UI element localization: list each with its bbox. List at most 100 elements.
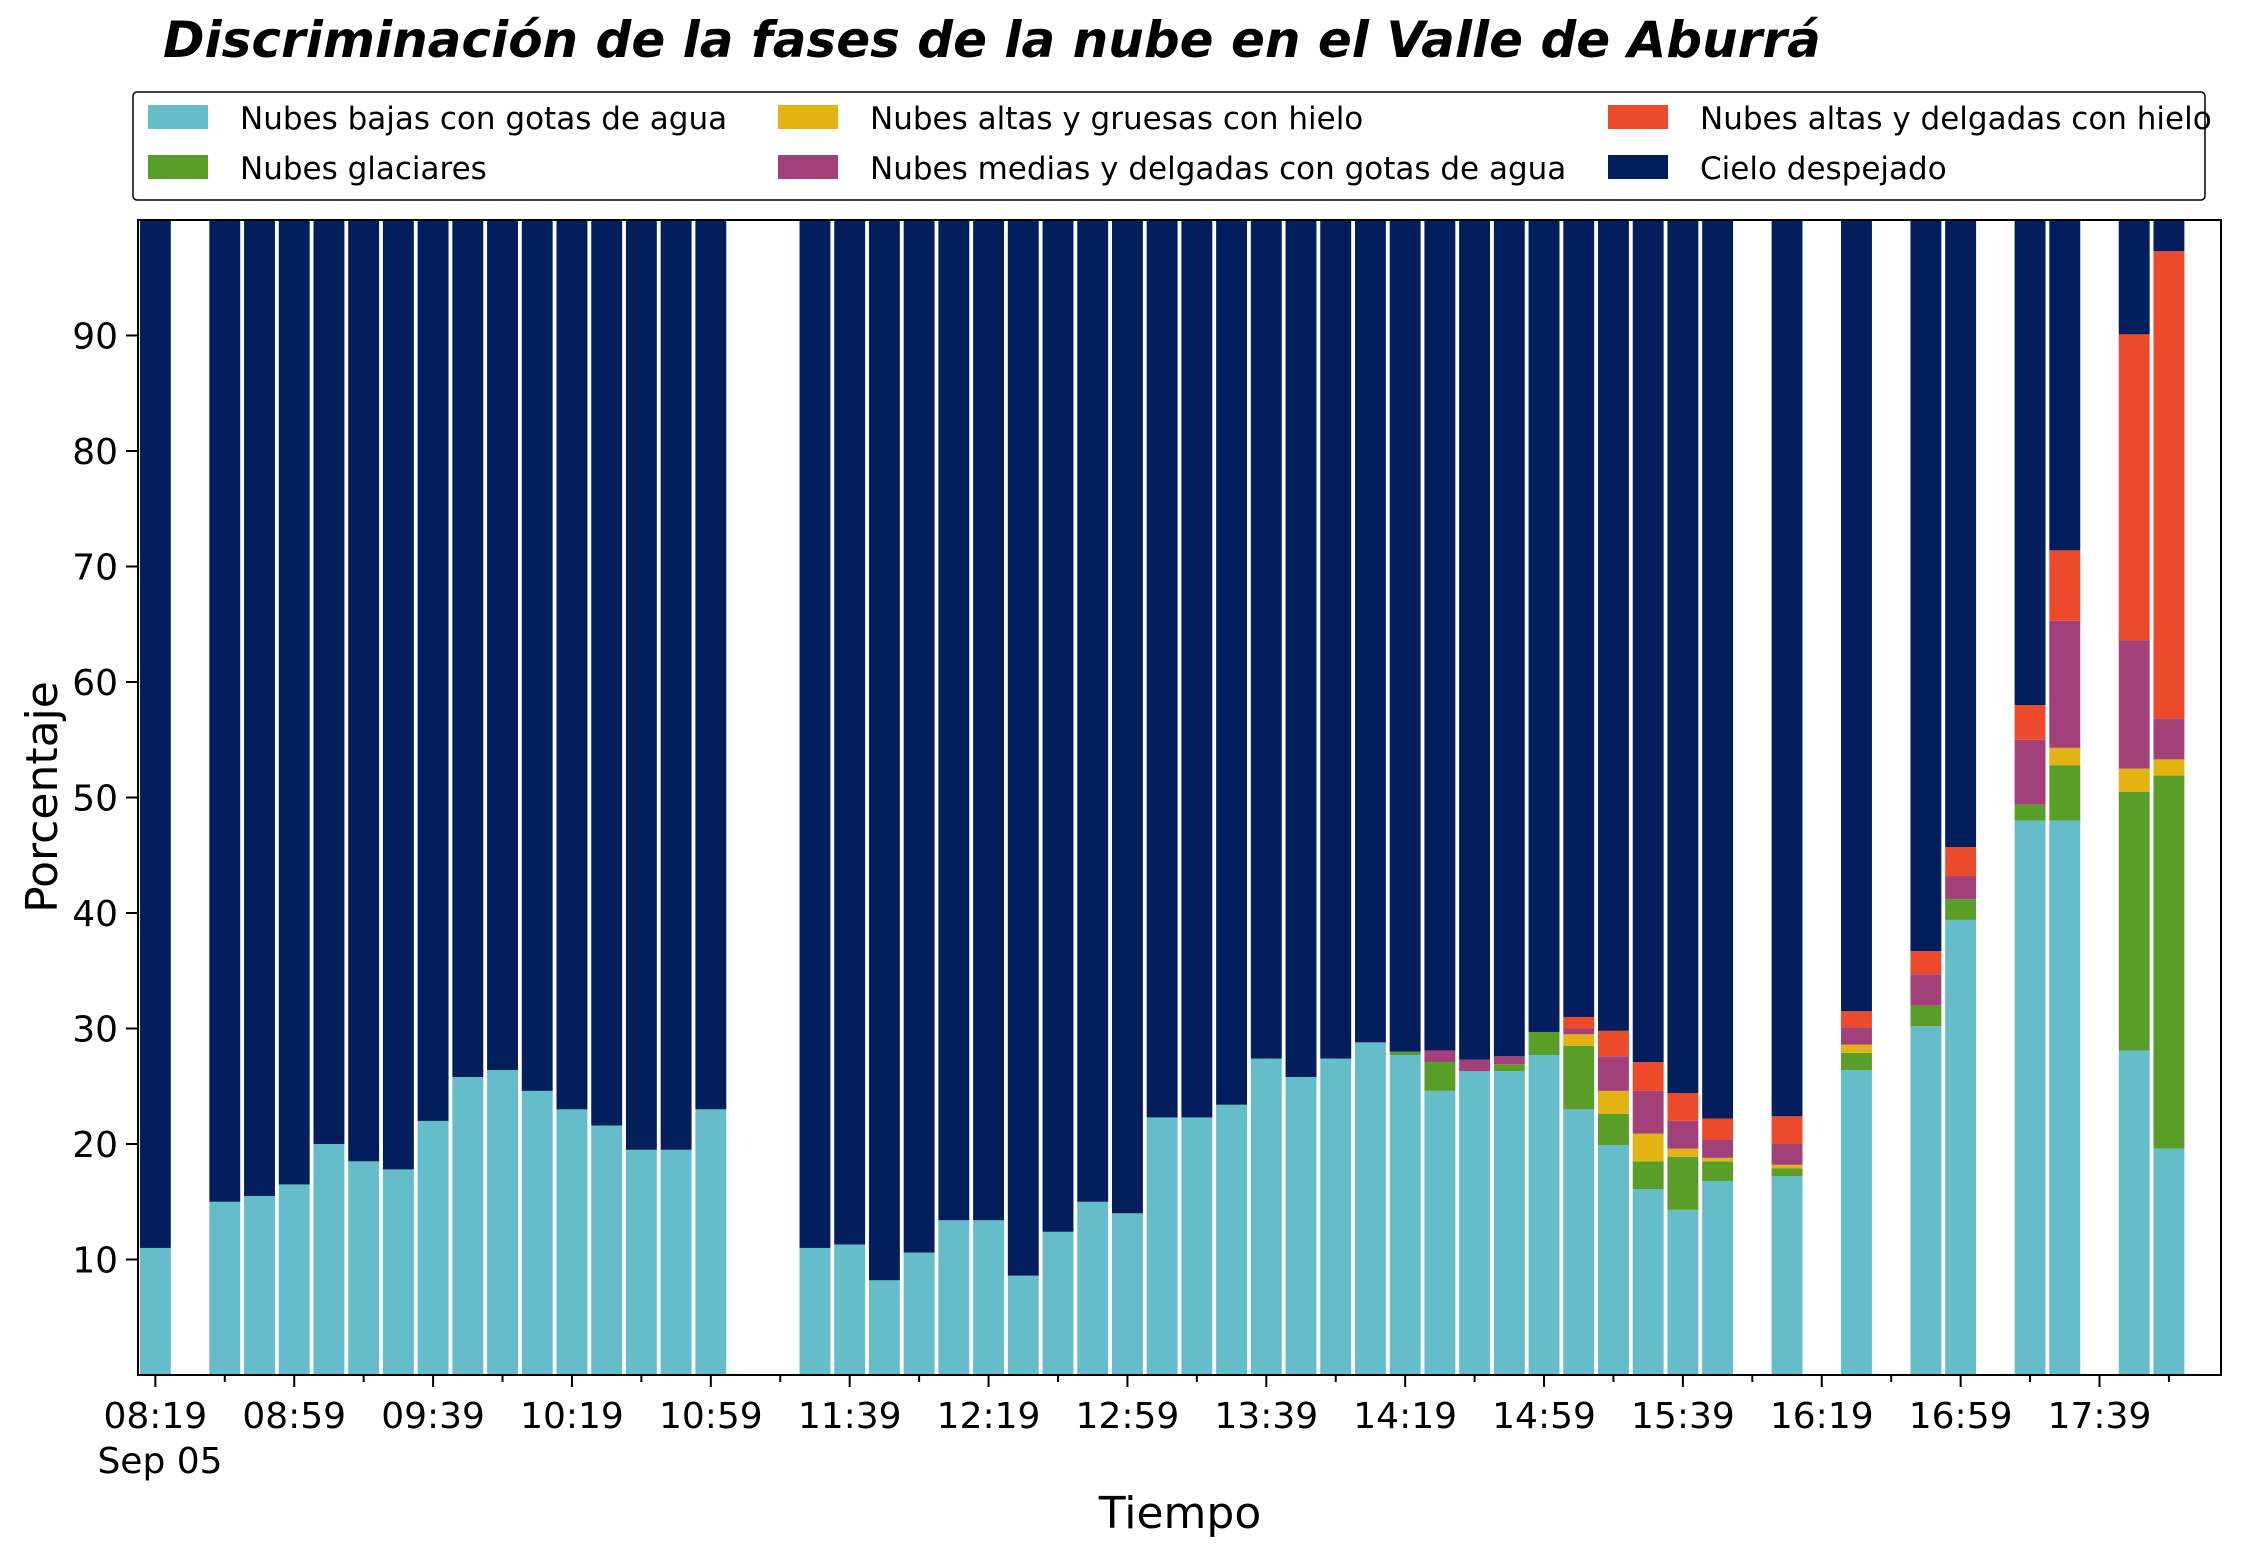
bar-segment [1389, 220, 1421, 1052]
y-axis-label: Porcentaje [17, 681, 68, 913]
bar-stack [625, 220, 657, 1375]
x-tick-label: 08:19 [103, 1396, 207, 1437]
legend-swatch [148, 105, 208, 129]
bar-stack [2014, 220, 2046, 1375]
bar-stack [973, 220, 1005, 1375]
bar-segment [1702, 220, 1734, 1119]
bar-segment [1250, 1058, 1282, 1375]
bar-segment [1910, 1026, 1942, 1375]
bar-segment [521, 220, 553, 1091]
bar-stack [1424, 220, 1456, 1375]
x-tick-label: 15:39 [1631, 1396, 1735, 1437]
bar-segment [1250, 220, 1282, 1059]
bar-segment [244, 220, 275, 1196]
bar-stack [313, 220, 345, 1375]
bar-segment [1945, 876, 1977, 900]
bar-segment [382, 1169, 414, 1375]
bar-segment [1702, 1180, 1734, 1375]
bar-stack [938, 220, 970, 1375]
x-tick-label: 16:19 [1770, 1396, 1874, 1437]
legend-swatch [1608, 105, 1668, 129]
bar-stack [834, 220, 866, 1375]
bar-segment [2118, 1050, 2150, 1375]
bar-stack [1598, 220, 1629, 1375]
bar-stack [799, 220, 831, 1375]
bar-segment [2153, 759, 2185, 776]
bar-stack [1007, 220, 1039, 1375]
bar-segment [973, 1220, 1005, 1375]
bar-segment [1424, 1090, 1456, 1375]
bar-segment [1528, 1031, 1560, 1056]
bar-stack [1320, 220, 1352, 1375]
bar-stack [521, 220, 553, 1375]
bar-stack [1910, 220, 1942, 1375]
x-tick-label: 17:39 [2048, 1396, 2152, 1437]
bar-stack [1146, 220, 1178, 1375]
bar-segment [903, 220, 935, 1253]
bar-segment [625, 220, 657, 1150]
legend-label: Cielo despejado [1700, 151, 1947, 187]
bar-segment [1007, 1275, 1039, 1375]
bar-stack [209, 220, 241, 1375]
bar-segment [1598, 1056, 1629, 1091]
bar-segment [2014, 220, 2046, 706]
bar-segment [2153, 1148, 2185, 1375]
bar-stack [868, 220, 900, 1375]
bar-segment [1598, 1113, 1629, 1146]
x-axis: 08:19 08:59 09:39 10:19 10:59 11:39 12:19 12:59… [103, 1375, 2170, 1437]
bar-segment [799, 220, 831, 1248]
bar-segment [2153, 775, 2185, 1149]
bar-segment [938, 220, 970, 1221]
bar-segment [1354, 1042, 1386, 1375]
bar-segment [938, 1220, 970, 1375]
bar-stack [1702, 220, 1734, 1375]
bar-segment [903, 1252, 935, 1375]
bar-segment [2118, 220, 2150, 335]
x-tick-label: 11:39 [798, 1396, 902, 1437]
bar-segment [1424, 1050, 1456, 1062]
bar-stack [660, 220, 692, 1375]
bar-segment [209, 1201, 241, 1375]
bar-stack [244, 220, 275, 1375]
legend-label: Nubes altas y gruesas con hielo [870, 101, 1363, 137]
bar-segment [417, 1120, 449, 1375]
bar-stack [695, 220, 727, 1375]
bar-segment [1424, 1061, 1456, 1091]
bar-stack [278, 220, 310, 1375]
legend-label: Nubes altas y delgadas con hielo [1700, 101, 2212, 137]
y-tick-label: 30 [72, 1010, 118, 1051]
bar-stack [1250, 220, 1282, 1375]
bar-segment [139, 1247, 171, 1375]
bar-segment [868, 1280, 900, 1375]
bar-segment [1285, 220, 1317, 1078]
bar-segment [1181, 220, 1213, 1118]
bar-segment [1945, 899, 1977, 920]
bar-segment [834, 1244, 866, 1375]
bar-segment [1389, 1051, 1421, 1056]
bar-segment [1146, 220, 1178, 1118]
bar-segment [1667, 1093, 1699, 1121]
bar-stack [591, 220, 623, 1375]
bar-segment [1632, 1161, 1664, 1190]
bar-segment [1667, 1120, 1699, 1149]
bar-segment [1945, 220, 1977, 848]
bar-segment [139, 220, 171, 1248]
bar-segment [973, 220, 1005, 1221]
bar-segment [2014, 820, 2046, 1375]
bar-segment [1702, 1118, 1734, 1140]
legend-label: Nubes medias y delgadas con gotas de agu… [870, 151, 1566, 187]
bar-segment [1077, 220, 1109, 1202]
bar-segment [1563, 1045, 1595, 1110]
bar-segment [1320, 220, 1352, 1059]
bar-segment [1563, 1028, 1595, 1035]
bar-segment [1632, 220, 1664, 1062]
bar-segment [1216, 1104, 1248, 1375]
bar-segment [625, 1149, 657, 1375]
bar-segment [2049, 765, 2081, 821]
bar-segment [2118, 791, 2150, 1051]
bar-segment [1563, 220, 1595, 1017]
bar-segment [1493, 220, 1525, 1057]
bar-segment [1910, 974, 1942, 1006]
bar-segment [1841, 1011, 1872, 1028]
bar-segment [313, 1144, 345, 1375]
